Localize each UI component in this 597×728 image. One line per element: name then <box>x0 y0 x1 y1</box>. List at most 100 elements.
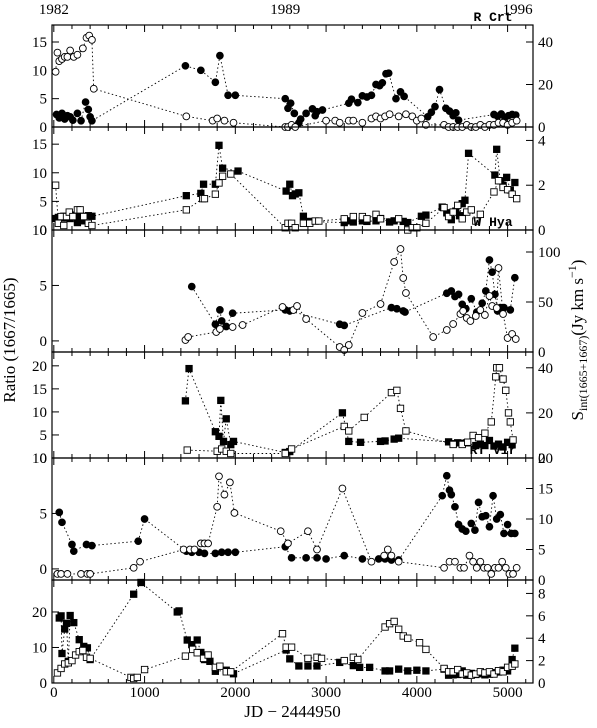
filled-square-point <box>313 662 321 670</box>
panel-frame <box>51 457 534 581</box>
filled-circle-point <box>216 51 224 60</box>
open-circle-point <box>335 118 344 127</box>
open-square-point <box>345 427 353 435</box>
filled-square-point <box>485 436 494 445</box>
filled-circle-point <box>281 94 290 103</box>
panel: 0 10 20 0 2 4 6 8 <box>32 578 546 692</box>
open-square-point <box>506 418 514 426</box>
filled-circle-point <box>488 268 497 276</box>
open-circle-point <box>481 311 489 319</box>
open-square-point <box>193 649 201 657</box>
open-circle-point <box>322 116 330 125</box>
filled-circle-point <box>88 541 96 550</box>
open-square-point <box>449 208 457 216</box>
open-square-point <box>444 212 453 221</box>
filled-circle-point <box>485 256 494 264</box>
y-tick-label: 10 <box>32 451 47 467</box>
filled-circle-point <box>378 78 387 87</box>
filled-square-point <box>461 196 469 204</box>
filled-square-point <box>493 145 501 153</box>
filled-circle-point <box>435 85 444 94</box>
open-circle-point <box>344 341 353 349</box>
open-square-point <box>287 445 296 453</box>
filled-circle-point <box>55 508 64 517</box>
y2-tick-label: 6 <box>538 609 546 625</box>
filled-square-point <box>62 619 71 627</box>
y2-tick-label: 8 <box>538 586 546 602</box>
filled-square-point <box>422 211 430 219</box>
open-square-point <box>60 221 68 230</box>
y-tick-label: 0 <box>40 562 48 578</box>
open-circle-point <box>51 67 60 76</box>
open-circle-point <box>399 274 408 282</box>
filled-circle-point <box>340 321 349 330</box>
open-square-point <box>340 215 348 223</box>
open-square-point <box>88 221 96 230</box>
open-circle-point <box>220 116 229 125</box>
open-square-point <box>133 673 141 682</box>
filled-square-point <box>229 437 238 446</box>
x-tick-labels-group: 0 1000 2000 3000 4000 5000 <box>50 685 523 701</box>
filled-circle-point <box>471 526 479 534</box>
open-square-point <box>51 181 60 189</box>
open-circle-point <box>73 50 82 59</box>
filled-square-point <box>499 443 507 451</box>
open-square-point <box>495 364 504 372</box>
open-circle-point <box>511 335 520 343</box>
filled-square-point <box>66 611 74 620</box>
filled-square-point <box>385 667 394 675</box>
y-tick-label: 5 <box>40 506 48 522</box>
open-circle-point <box>429 333 438 341</box>
open-circle-point <box>471 312 480 320</box>
filled-circle-point <box>393 304 401 313</box>
open-circle-point <box>213 114 222 123</box>
filled-circle-point <box>452 108 460 117</box>
open-circle-point <box>230 509 239 517</box>
open-circle-point <box>499 310 507 318</box>
filled-circle-point <box>290 109 299 118</box>
filled-circle-point <box>84 105 93 114</box>
filled-square-point <box>413 666 421 674</box>
filled-circle-point <box>187 282 196 291</box>
open-square-point <box>182 206 190 214</box>
y2-tick-label: 20 <box>538 451 553 467</box>
filled-square-point <box>183 636 191 644</box>
y-tick-label: 15 <box>32 382 47 398</box>
filled-circle-point <box>454 290 463 299</box>
filled-circle-point <box>296 115 305 123</box>
filled-circle-point <box>322 555 330 563</box>
filled-square-point <box>222 415 230 423</box>
open-circle-point <box>57 570 65 578</box>
filled-circle-point <box>88 116 96 125</box>
open-circle-point <box>417 114 426 123</box>
open-square-point <box>80 212 88 221</box>
open-circle-point <box>390 258 398 266</box>
filled-square-point <box>88 212 96 220</box>
open-circle-point <box>238 321 247 329</box>
open-circle-point <box>402 289 410 297</box>
filled-circle-point <box>211 549 220 558</box>
year-labels-group: 1982 1989 1996 <box>39 2 533 18</box>
filled-circle-point <box>392 94 400 103</box>
x-tick-label: 5000 <box>493 685 523 701</box>
open-circle-point <box>302 315 310 323</box>
open-square-point <box>299 219 308 227</box>
open-square-point <box>227 668 235 676</box>
filled-circle-point <box>68 540 76 549</box>
open-square-point <box>487 418 495 426</box>
open-square-point <box>140 665 149 674</box>
open-circle-point <box>509 570 517 578</box>
open-square-point <box>402 427 410 435</box>
panel-label: W Hya <box>473 215 512 230</box>
open-circle-point <box>459 307 467 315</box>
y2-tick-label: 15 <box>538 482 553 498</box>
panel: 0 5 10 15 0 2 4 <box>32 126 546 239</box>
y2-tick-label: 4 <box>538 133 546 149</box>
open-square-point <box>354 655 362 664</box>
filled-square-point <box>218 164 227 172</box>
filled-square-point <box>75 636 83 644</box>
filled-circle-point <box>400 92 408 101</box>
x-axis-title: JD − 2444950 <box>244 702 340 721</box>
open-circle-point <box>483 563 492 572</box>
